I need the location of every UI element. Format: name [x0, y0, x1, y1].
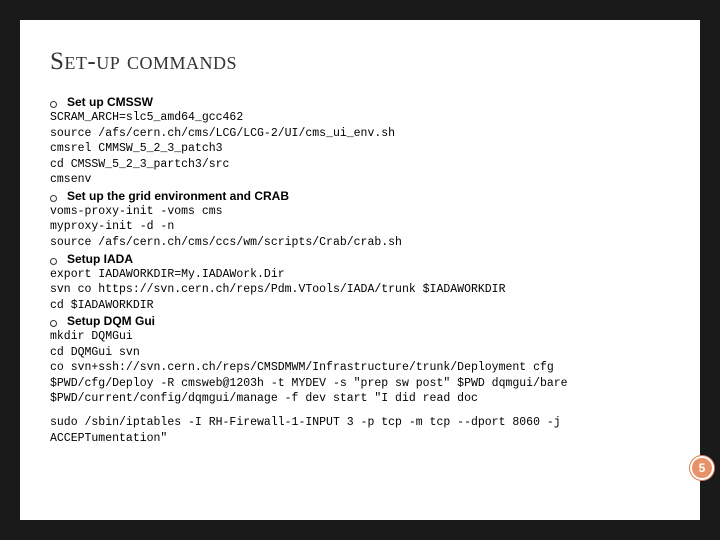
- section-heading: Set up the grid environment and CRAB: [50, 188, 670, 204]
- bullet-icon: [50, 195, 57, 202]
- command-line: cmsrel CMMSW_5_2_3_patch3: [50, 141, 670, 157]
- command-line: SCRAM_ARCH=slc5_amd64_gcc462: [50, 110, 670, 126]
- command-line: voms-proxy-init -voms cms: [50, 204, 670, 220]
- command-line: mkdir DQMGui: [50, 329, 670, 345]
- section-heading: Setup IADA: [50, 251, 670, 267]
- blank-line: [50, 407, 670, 415]
- command-line: cd CMSSW_5_2_3_partch3/src: [50, 157, 670, 173]
- heading-text: Setup DQM Gui: [67, 313, 155, 329]
- command-line: source /afs/cern.ch/cms/LCG/LCG-2/UI/cms…: [50, 126, 670, 142]
- heading-text: Set up CMSSW: [67, 94, 153, 110]
- page-number: 5: [699, 461, 706, 475]
- command-line: cd $IADAWORKDIR: [50, 298, 670, 314]
- bullet-icon: [50, 258, 57, 265]
- command-line: cmsenv: [50, 172, 670, 188]
- bullet-icon: [50, 320, 57, 327]
- page-number-badge: 5: [690, 456, 714, 480]
- section-heading: Setup DQM Gui: [50, 313, 670, 329]
- command-line: source /afs/cern.ch/cms/ccs/wm/scripts/C…: [50, 235, 670, 251]
- command-line: cd DQMGui svn: [50, 345, 670, 361]
- slide-title: Set-up commands: [50, 48, 670, 76]
- heading-text: Set up the grid environment and CRAB: [67, 188, 289, 204]
- slide: Set-up commands Set up CMSSW SCRAM_ARCH=…: [20, 20, 700, 520]
- command-line: $PWD/cfg/Deploy -R cmsweb@1203h -t MYDEV…: [50, 376, 670, 392]
- command-line: $PWD/current/config/dqmgui/manage -f dev…: [50, 391, 670, 407]
- section-heading: Set up CMSSW: [50, 94, 670, 110]
- command-line: myproxy-init -d -n: [50, 219, 670, 235]
- command-line: sudo /sbin/iptables -I RH-Firewall-1-INP…: [50, 415, 670, 446]
- command-line: co svn+ssh://svn.cern.ch/reps/CMSDMWM/In…: [50, 360, 670, 376]
- slide-content: Set up CMSSW SCRAM_ARCH=slc5_amd64_gcc46…: [50, 94, 670, 446]
- command-line: svn co https://svn.cern.ch/reps/Pdm.VToo…: [50, 282, 670, 298]
- heading-text: Setup IADA: [67, 251, 133, 267]
- bullet-icon: [50, 101, 57, 108]
- command-line: export IADAWORKDIR=My.IADAWork.Dir: [50, 267, 670, 283]
